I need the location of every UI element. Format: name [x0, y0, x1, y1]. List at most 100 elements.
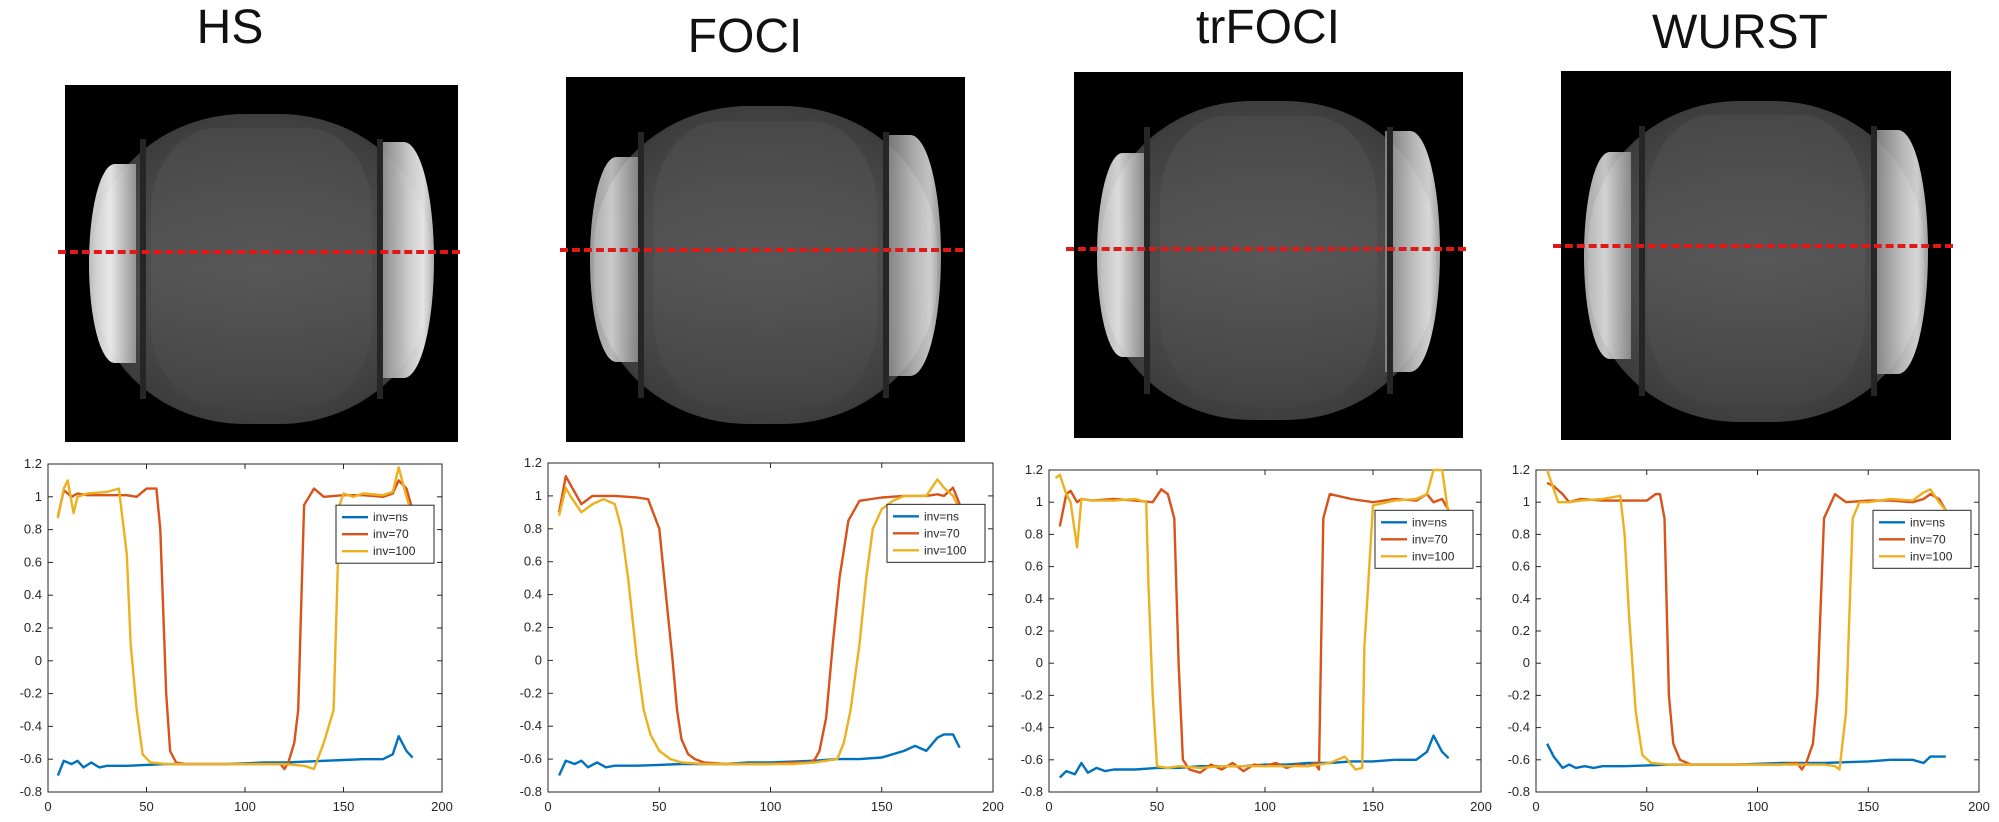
- legend-label-ns: inv=ns: [924, 509, 959, 523]
- y-tick-label: -0.8: [20, 784, 42, 799]
- y-tick-label: 0.4: [1512, 591, 1530, 606]
- mri-wall-left: [637, 131, 644, 399]
- x-tick-label: 100: [1747, 799, 1769, 814]
- x-tick-label: 200: [1968, 799, 1990, 814]
- mri-image-trfoci: [1074, 72, 1463, 438]
- x-tick-label: 50: [139, 799, 153, 814]
- legend: inv=ns inv=70 inv=100: [335, 504, 435, 564]
- mri-wall-right: [883, 131, 890, 399]
- y-tick-label: 0.4: [24, 587, 42, 602]
- mri-left-band: [88, 163, 136, 364]
- legend-label-inv100: inv=100: [1910, 549, 1953, 563]
- series-line-inv100: [1545, 469, 1947, 771]
- x-tick-label: 200: [982, 799, 1004, 814]
- legend-label-inv70: inv=70: [373, 527, 409, 541]
- x-tick-label: 100: [760, 799, 782, 814]
- mri-right-band: [1385, 130, 1440, 373]
- mri-left-band: [1584, 152, 1632, 359]
- profile-line-trfoci: [1066, 247, 1466, 251]
- panel-title-wurst: WURST: [1652, 6, 1828, 59]
- mri-wall-right: [377, 138, 384, 400]
- mri-image-foci: [566, 77, 965, 442]
- x-tick-label: 100: [1254, 799, 1276, 814]
- y-tick-label: 0.8: [524, 521, 542, 536]
- x-tick-label: 200: [431, 799, 453, 814]
- mri-image-wurst: [1561, 71, 1951, 440]
- y-tick-label: -0.8: [1508, 784, 1530, 799]
- legend-label-inv70: inv=70: [1910, 532, 1946, 546]
- x-tick-label: 50: [1150, 799, 1164, 814]
- y-tick-label: -0.2: [1508, 687, 1530, 702]
- legend: inv=ns inv=70 inv=100: [886, 503, 986, 563]
- y-tick-label: 1: [35, 489, 42, 504]
- legend-label-ns: inv=ns: [1412, 515, 1447, 529]
- y-tick-label: -0.2: [20, 686, 42, 701]
- y-tick-label: -0.4: [520, 718, 542, 733]
- y-tick-label: -0.8: [520, 784, 542, 799]
- series-line-inv100: [557, 478, 961, 766]
- legend-label-inv70: inv=70: [924, 526, 960, 540]
- y-tick-label: -0.6: [1508, 752, 1530, 767]
- y-tick-label: 0: [1036, 655, 1043, 670]
- panel-title-hs: HS: [196, 1, 264, 54]
- intensity-profile-chart-foci: -0.8 -0.6 -0.4 -0.2 0 0.2 0.4 0.6 0.8 1 1.2 0 50 100 1…: [520, 455, 1004, 814]
- profile-line-wurst: [1553, 244, 1953, 248]
- y-tick-label: 1.2: [1025, 462, 1043, 477]
- y-tick-label: 0.2: [1512, 623, 1530, 638]
- mri-inner: [1646, 115, 1866, 404]
- mri-image-hs: [65, 85, 458, 442]
- y-tick-label: -0.2: [520, 685, 542, 700]
- y-tick-label: 0.8: [1512, 526, 1530, 541]
- y-tick-label: 0: [1523, 655, 1530, 670]
- legend-label-inv100: inv=100: [373, 544, 416, 558]
- mri-right-band: [1873, 130, 1928, 374]
- y-tick-label: -0.6: [1021, 752, 1043, 767]
- y-tick-label: 0.6: [24, 554, 42, 569]
- legend: inv=ns inv=70 inv=100: [1374, 509, 1474, 569]
- y-tick-label: 0.4: [524, 587, 542, 602]
- y-tick-label: 0.6: [1025, 559, 1043, 574]
- y-tick-label: -0.4: [1021, 720, 1043, 735]
- y-tick-label: 0.8: [24, 522, 42, 537]
- y-tick-label: 0: [35, 653, 42, 668]
- x-tick-label: 100: [234, 799, 256, 814]
- mri-wall-left: [1144, 126, 1151, 395]
- y-tick-label: 0.2: [524, 620, 542, 635]
- y-tick-label: -0.4: [1508, 720, 1530, 735]
- intensity-profile-chart-trfoci: -0.8 -0.6 -0.4 -0.2 0 0.2 0.4 0.6 0.8 1 1.2 0 50 100 1…: [1021, 462, 1492, 814]
- series-line-inv100: [56, 466, 414, 771]
- mri-left-band: [589, 157, 638, 362]
- y-tick-label: 0.4: [1025, 591, 1043, 606]
- y-tick-label: 0.6: [1512, 559, 1530, 574]
- x-tick-label: 0: [1045, 799, 1052, 814]
- profile-line-foci: [560, 248, 963, 252]
- y-tick-label: 1.2: [1512, 462, 1530, 477]
- y-tick-label: 1.2: [524, 455, 542, 470]
- x-tick-label: 150: [1857, 799, 1879, 814]
- y-tick-label: -0.6: [20, 751, 42, 766]
- mri-right-band: [379, 142, 435, 378]
- x-tick-label: 50: [652, 799, 666, 814]
- x-tick-label: 200: [1470, 799, 1492, 814]
- mri-inner: [151, 127, 372, 407]
- intensity-profile-chart-hs: -0.8 -0.6 -0.4 -0.2 0 0.2 0.4 0.6 0.8 1 1.2 0 50 100 1…: [20, 456, 453, 814]
- x-tick-label: 0: [1532, 799, 1539, 814]
- y-tick-label: -0.8: [1021, 784, 1043, 799]
- legend: inv=ns inv=70 inv=100: [1872, 509, 1972, 569]
- x-tick-label: 150: [333, 799, 355, 814]
- y-tick-label: 0.2: [1025, 623, 1043, 638]
- y-tick-label: 1: [535, 488, 542, 503]
- y-tick-label: -0.6: [520, 751, 542, 766]
- mri-wall-right: [1386, 126, 1393, 395]
- mri-left-band: [1097, 152, 1144, 358]
- y-tick-label: 1: [1036, 494, 1043, 509]
- legend-box: [1374, 509, 1474, 569]
- series-line-inv100: [1054, 468, 1450, 771]
- panel-title-trfoci: trFOCI: [1196, 1, 1340, 54]
- y-tick-label: -0.2: [1021, 687, 1043, 702]
- legend-label-ns: inv=ns: [1910, 515, 1945, 529]
- legend-label-ns: inv=ns: [373, 510, 408, 524]
- x-tick-label: 0: [544, 799, 551, 814]
- x-tick-label: 0: [44, 799, 51, 814]
